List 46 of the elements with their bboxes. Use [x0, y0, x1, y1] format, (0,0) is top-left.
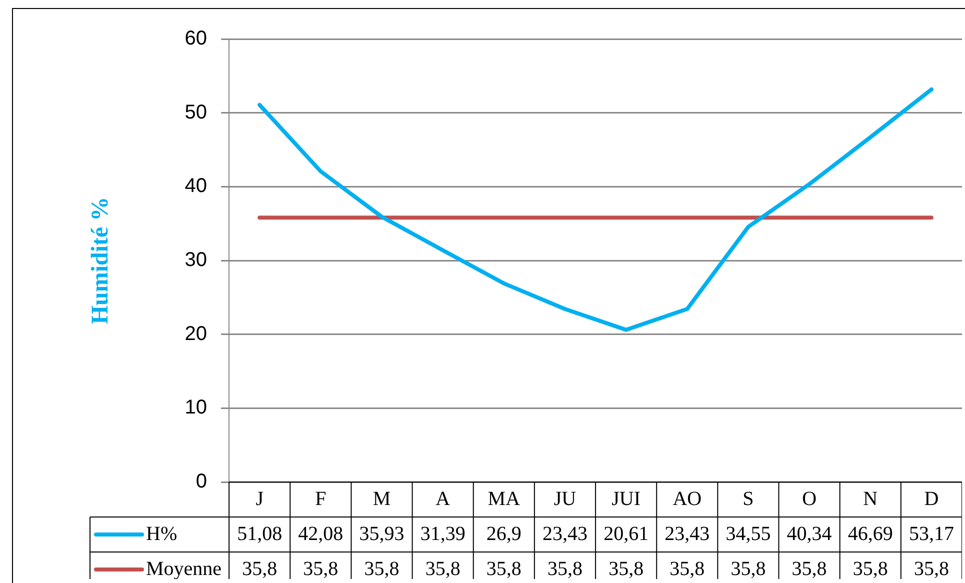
y-tick-label: 50 [184, 101, 208, 124]
data-label: 35,8 [608, 558, 644, 580]
legend-label: H% [146, 522, 178, 545]
x-tick-label: O [802, 488, 817, 510]
data-label: 53,17 [908, 522, 954, 545]
x-tick-label: M [372, 488, 391, 510]
data-label: 35,8 [303, 558, 338, 580]
y-tick-label: 60 [184, 28, 208, 50]
x-tick-label: A [436, 488, 451, 510]
data-label: 35,8 [425, 558, 460, 580]
y-tick-label: 10 [184, 396, 208, 419]
data-label: 35,8 [730, 558, 766, 580]
data-label: 42,08 [298, 522, 344, 545]
data-label: 31,39 [420, 522, 466, 545]
data-label: 35,8 [670, 558, 705, 580]
data-label: 35,8 [486, 558, 522, 580]
x-tick-label: F [315, 488, 326, 510]
y-tick-label: 40 [184, 175, 208, 198]
data-label: 35,8 [914, 558, 949, 580]
y-tick-label: 20 [184, 322, 208, 345]
data-label: 34,55 [726, 522, 771, 545]
data-label: 23,43 [542, 522, 588, 545]
data-label: 20,61 [604, 522, 649, 545]
x-tick-label: D [924, 488, 939, 510]
data-label: 46,69 [848, 522, 893, 545]
data-label: 23,43 [664, 522, 710, 545]
legend-label: Moyenne [146, 558, 222, 580]
data-label: 35,93 [359, 522, 404, 545]
data-label: 51,08 [237, 522, 282, 545]
data-label: 35,8 [547, 558, 582, 580]
y-tick-label: 0 [196, 470, 208, 493]
data-label: 35,8 [242, 558, 278, 580]
x-tick-label: J [256, 488, 264, 510]
data-label: 35,8 [792, 558, 827, 580]
data-label: 40,34 [786, 522, 832, 545]
data-label: 26,9 [486, 522, 522, 545]
x-tick-label: N [863, 488, 878, 510]
y-axis-title: Humidité % [88, 196, 114, 324]
data-label: 35,8 [852, 558, 888, 580]
y-tick-label: 30 [184, 249, 208, 272]
x-tick-label: JU [554, 488, 577, 510]
x-tick-label: JUI [612, 488, 641, 510]
x-tick-label: AO [672, 488, 702, 510]
x-tick-label: MA [488, 488, 521, 510]
x-tick-label: S [742, 488, 754, 510]
data-label: 35,8 [364, 558, 400, 580]
